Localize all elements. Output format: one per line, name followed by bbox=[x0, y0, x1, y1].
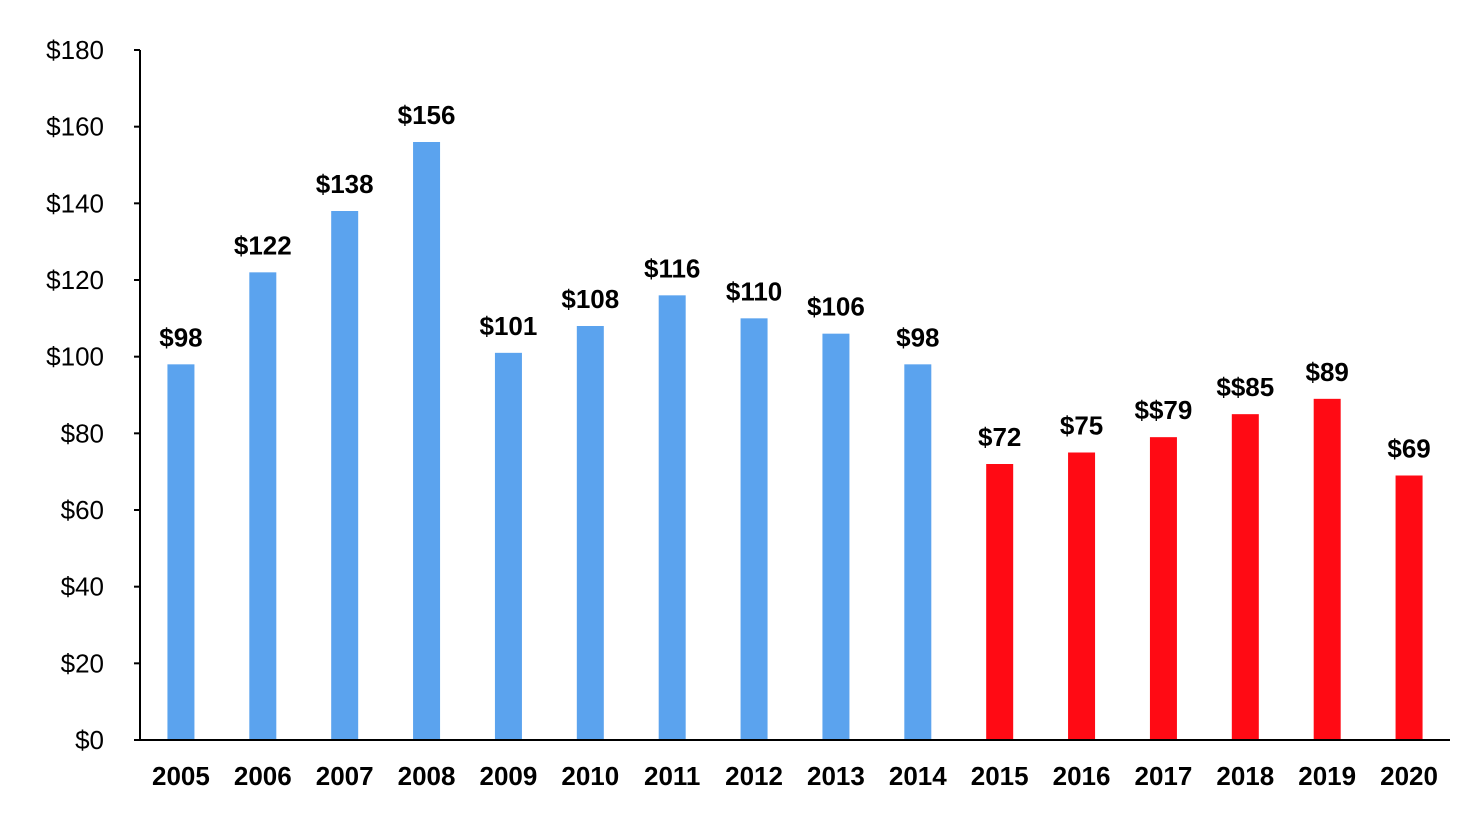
x-tick-label-2009: 2009 bbox=[480, 761, 538, 791]
bar-2005 bbox=[167, 364, 195, 740]
data-label-2009: $101 bbox=[480, 311, 538, 341]
data-label-2005: $98 bbox=[159, 322, 202, 352]
bar-2008 bbox=[413, 142, 441, 740]
data-label-2012: $110 bbox=[726, 276, 782, 306]
y-tick-label: $80 bbox=[61, 418, 104, 448]
x-tick-label-2012: 2012 bbox=[725, 761, 783, 791]
bar-2019 bbox=[1313, 398, 1341, 740]
data-label-2007: $138 bbox=[316, 169, 374, 199]
x-tick-label-2013: 2013 bbox=[807, 761, 865, 791]
bar-2016 bbox=[1068, 452, 1096, 740]
data-label-2014: $98 bbox=[896, 322, 939, 352]
data-label-2019: $89 bbox=[1305, 357, 1348, 387]
x-tick-label-2017: 2017 bbox=[1135, 761, 1193, 791]
x-tick-label-2010: 2010 bbox=[561, 761, 619, 791]
x-tick-label-2020: 2020 bbox=[1380, 761, 1438, 791]
data-label-2018: $$85 bbox=[1216, 372, 1274, 402]
x-tick-label-2008: 2008 bbox=[398, 761, 456, 791]
bars-group bbox=[167, 142, 1423, 740]
x-tick-label-2007: 2007 bbox=[316, 761, 374, 791]
x-tick-label-2016: 2016 bbox=[1053, 761, 1111, 791]
data-label-2013: $106 bbox=[807, 292, 865, 322]
y-tick-label: $60 bbox=[61, 495, 104, 525]
y-tick-label: $0 bbox=[75, 725, 104, 755]
data-label-2008: $156 bbox=[398, 100, 456, 130]
bar-2020 bbox=[1395, 475, 1423, 740]
bar-2014 bbox=[904, 364, 932, 740]
data-label-2015: $72 bbox=[978, 422, 1021, 452]
x-tick-label-2015: 2015 bbox=[971, 761, 1029, 791]
data-label-2017: $$79 bbox=[1135, 395, 1193, 425]
x-tick-label-2019: 2019 bbox=[1298, 761, 1356, 791]
data-label-2016: $75 bbox=[1060, 411, 1103, 441]
y-tick-label: $140 bbox=[46, 188, 104, 218]
y-tick-label: $180 bbox=[46, 35, 104, 65]
x-tick-label-2006: 2006 bbox=[234, 761, 292, 791]
data-labels-group: $98 $122 $138 $156 $101 $108 $116 $110 $106 $98 $7… bbox=[159, 100, 1431, 464]
y-tick-label: $120 bbox=[46, 265, 104, 295]
x-tick-label-2018: 2018 bbox=[1216, 761, 1274, 791]
y-tick-label: $160 bbox=[46, 112, 104, 142]
bar-2009 bbox=[494, 352, 522, 740]
x-tick-label-2005: 2005 bbox=[152, 761, 210, 791]
y-tick-label: $40 bbox=[61, 572, 104, 602]
bar-2006 bbox=[249, 272, 277, 740]
data-label-2020: $69 bbox=[1387, 434, 1430, 464]
bar-2015 bbox=[986, 464, 1014, 740]
x-tick-label-2014: 2014 bbox=[889, 761, 947, 791]
bar-2012 bbox=[740, 318, 768, 740]
x-tick-label-2011: 2011 bbox=[644, 761, 700, 791]
data-label-2010: $108 bbox=[561, 284, 619, 314]
bar-2007 bbox=[331, 211, 359, 740]
data-label-2006: $122 bbox=[234, 230, 292, 260]
y-tick-label: $20 bbox=[61, 648, 104, 678]
bar-2011 bbox=[658, 295, 686, 740]
data-label-2011: $116 bbox=[644, 253, 700, 283]
bar-2013 bbox=[822, 333, 850, 740]
bar-2017 bbox=[1149, 437, 1177, 740]
y-tick-label: $100 bbox=[46, 342, 104, 372]
bar-2010 bbox=[576, 326, 604, 740]
x-axis-labels: 2005 2006 2007 2008 2009 2010 2011 2012 2013 2014… bbox=[152, 761, 1438, 791]
y-axis-ticks: $0 $20 $40 $60 $80 $100 $120 $140 $160 $180 bbox=[46, 35, 140, 755]
bar-2018 bbox=[1231, 414, 1259, 740]
